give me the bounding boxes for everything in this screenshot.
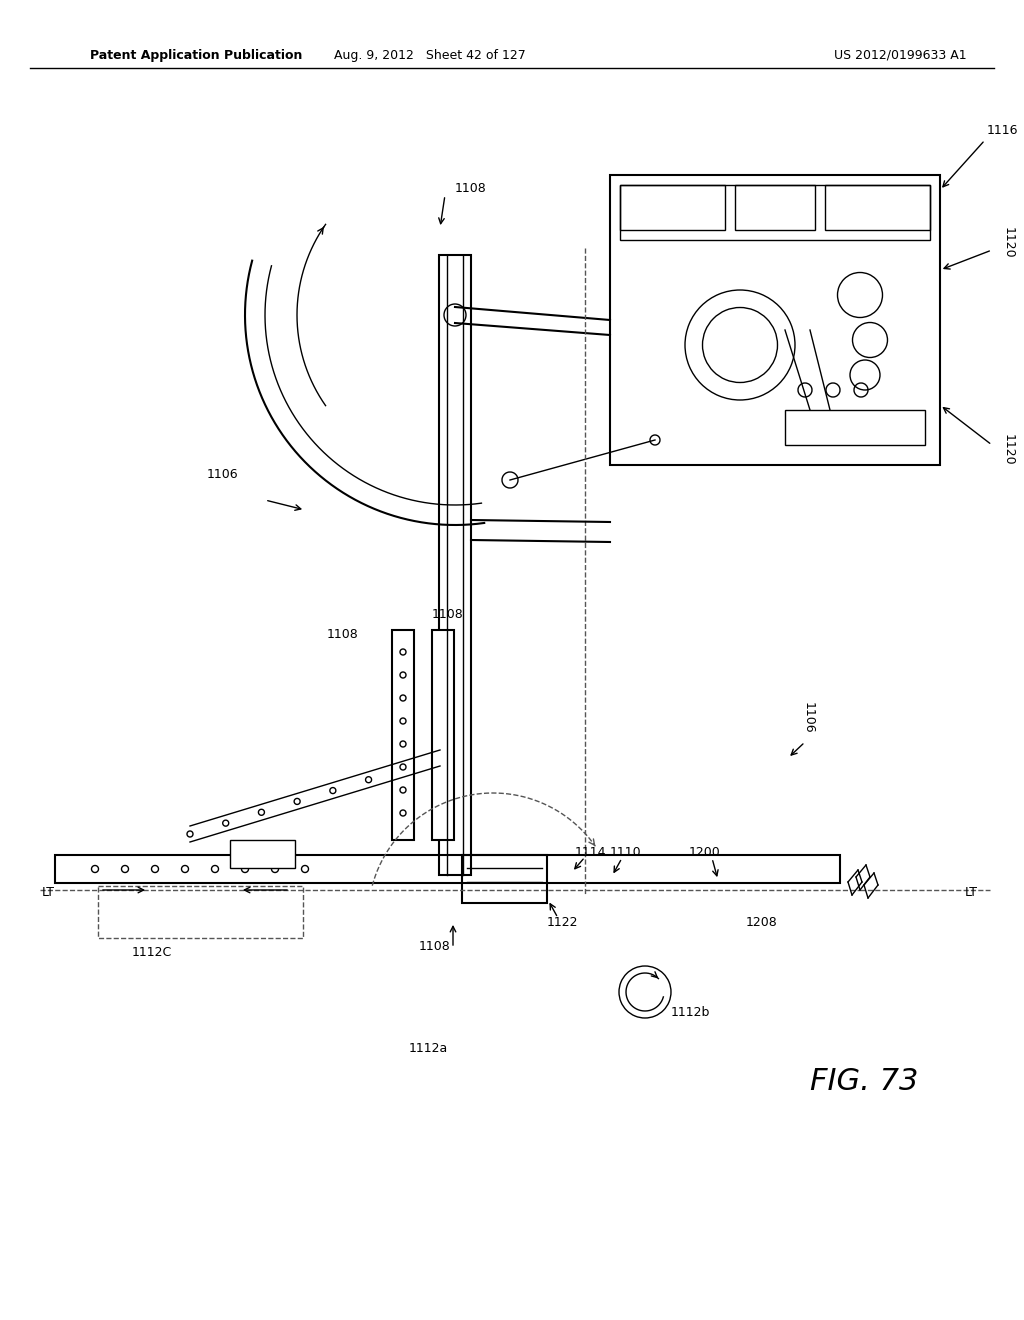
Bar (230, 840, 295, 869)
Text: 1200: 1200 (689, 846, 721, 858)
Text: Aug. 9, 2012   Sheet 42 of 127: Aug. 9, 2012 Sheet 42 of 127 (334, 49, 526, 62)
Text: 1108: 1108 (432, 607, 464, 620)
Text: Patent Application Publication: Patent Application Publication (90, 49, 302, 62)
Bar (392, 630, 414, 840)
Text: 1112a: 1112a (409, 1041, 447, 1055)
Text: LT: LT (42, 886, 55, 899)
Bar (620, 185, 930, 240)
Text: LT: LT (965, 886, 978, 899)
Bar (610, 176, 940, 465)
Bar (98, 886, 303, 939)
Text: 1122: 1122 (546, 916, 578, 928)
Bar (825, 185, 930, 230)
Bar (620, 185, 725, 230)
Text: 1108: 1108 (327, 628, 358, 642)
Text: 1112C: 1112C (132, 945, 172, 958)
Text: 1106: 1106 (206, 469, 238, 482)
Text: 1120: 1120 (1001, 434, 1015, 466)
Bar (735, 185, 815, 230)
Bar (462, 855, 547, 903)
Text: 1112b: 1112b (671, 1006, 710, 1019)
Text: US 2012/0199633 A1: US 2012/0199633 A1 (834, 49, 967, 62)
Text: 1114: 1114 (574, 846, 606, 858)
Text: 1110: 1110 (609, 846, 641, 858)
Text: 1108: 1108 (455, 181, 486, 194)
Text: 1106: 1106 (802, 702, 814, 734)
Bar (432, 630, 454, 840)
Text: 1116: 1116 (986, 124, 1018, 137)
Text: 1120: 1120 (1001, 227, 1015, 259)
Bar (55, 855, 840, 883)
Text: 1208: 1208 (746, 916, 778, 928)
Text: 1108: 1108 (419, 940, 451, 953)
Bar (785, 411, 925, 445)
Text: FIG. 73: FIG. 73 (810, 1068, 919, 1097)
Bar (439, 255, 471, 875)
